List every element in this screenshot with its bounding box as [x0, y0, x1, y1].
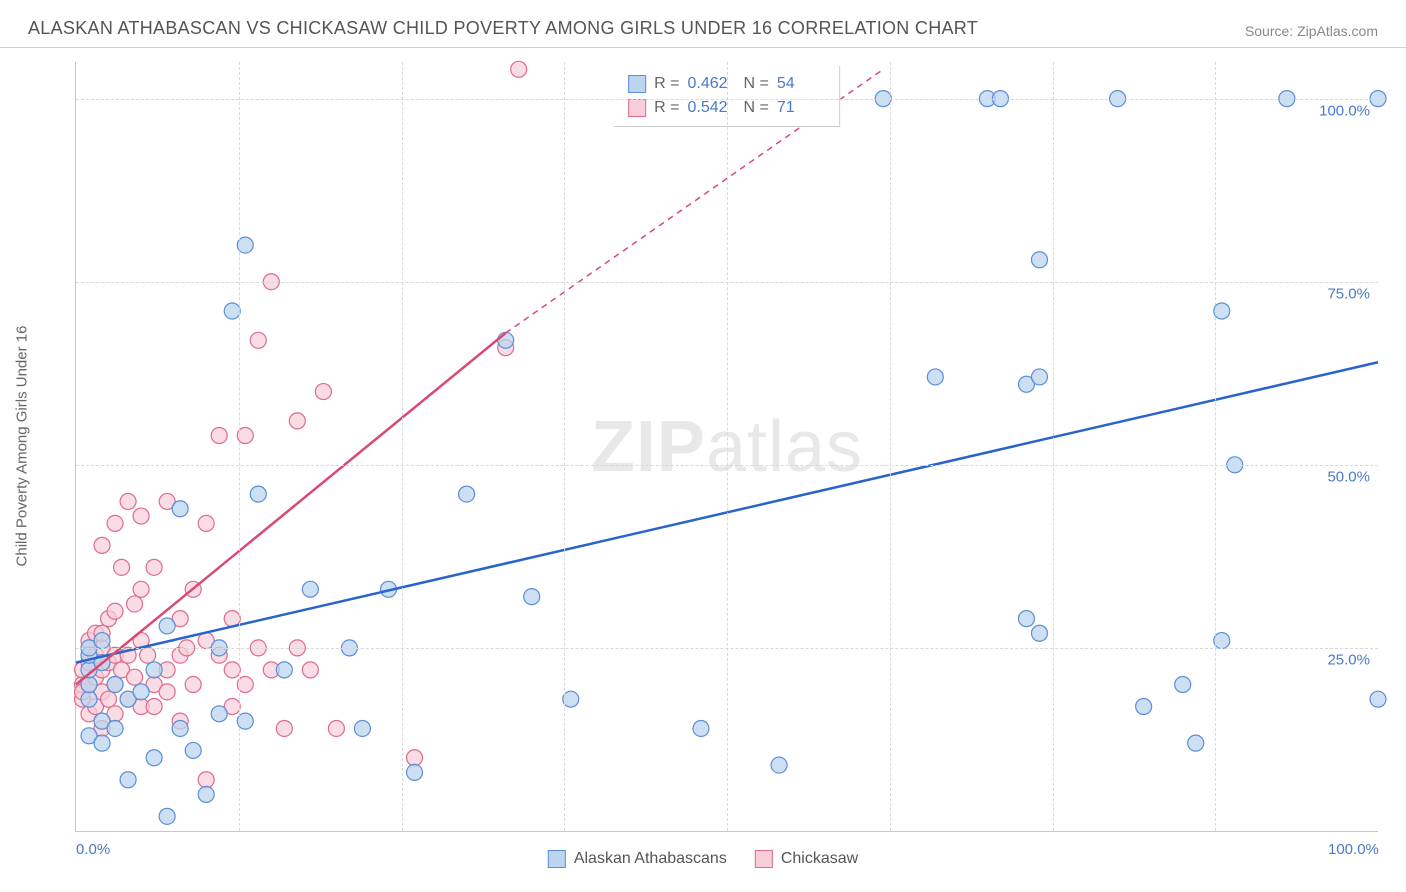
ytick-label: 50.0% — [1327, 468, 1370, 485]
data-point — [94, 537, 110, 553]
data-point — [146, 559, 162, 575]
r-label: R = — [654, 72, 679, 96]
data-point — [354, 720, 370, 736]
data-point — [250, 332, 266, 348]
chart-container: ALASKAN ATHABASCAN VS CHICKASAW CHILD PO… — [0, 0, 1406, 892]
data-point — [185, 677, 201, 693]
legend-label-chickasaw: Chickasaw — [781, 850, 858, 868]
data-point — [1370, 691, 1386, 707]
data-point — [407, 764, 423, 780]
data-point — [146, 662, 162, 678]
data-point — [127, 669, 143, 685]
data-point — [524, 589, 540, 605]
ytick-label: 25.0% — [1327, 651, 1370, 668]
data-point — [459, 486, 475, 502]
data-point — [94, 633, 110, 649]
data-point — [771, 757, 787, 773]
data-point — [159, 618, 175, 634]
data-point — [315, 384, 331, 400]
data-point — [140, 647, 156, 663]
swatch-athabascan — [628, 75, 646, 93]
data-point — [407, 750, 423, 766]
n-label: N = — [744, 72, 769, 96]
data-point — [1018, 611, 1034, 627]
data-point — [1136, 698, 1152, 714]
data-point — [211, 706, 227, 722]
data-point — [133, 508, 149, 524]
data-point — [1175, 677, 1191, 693]
y-axis-label: Child Poverty Among Girls Under 16 — [14, 326, 31, 567]
data-point — [120, 493, 136, 509]
data-point — [120, 772, 136, 788]
data-point — [159, 808, 175, 824]
xtick-label: 100.0% — [1328, 841, 1379, 858]
data-point — [127, 596, 143, 612]
swatch-chickasaw — [628, 99, 646, 117]
data-point — [101, 691, 117, 707]
data-point — [198, 786, 214, 802]
xtick-label: 0.0% — [76, 841, 110, 858]
data-point — [211, 428, 227, 444]
plot-area: ZIPatlas R = 0.462 N = 54 R = 0.542 N = … — [75, 62, 1378, 832]
data-point — [172, 501, 188, 517]
ytick-label: 75.0% — [1327, 285, 1370, 302]
data-point — [302, 581, 318, 597]
data-point — [146, 750, 162, 766]
data-point — [107, 603, 123, 619]
data-point — [107, 677, 123, 693]
data-point — [1031, 252, 1047, 268]
gridline-v — [564, 62, 565, 831]
data-point — [198, 515, 214, 531]
data-point — [289, 413, 305, 429]
source-attribution: Source: ZipAtlas.com — [1245, 23, 1378, 39]
gridline-v — [239, 62, 240, 831]
gridline-v — [890, 62, 891, 831]
n-value-athabascan: 54 — [777, 72, 825, 96]
data-point — [1031, 369, 1047, 385]
legend-label-athabascan: Alaskan Athabascans — [574, 850, 727, 868]
data-point — [693, 720, 709, 736]
chart-title: ALASKAN ATHABASCAN VS CHICKASAW CHILD PO… — [28, 18, 978, 39]
data-point — [114, 559, 130, 575]
data-point — [185, 742, 201, 758]
data-point — [133, 581, 149, 597]
data-point — [81, 691, 97, 707]
data-point — [159, 684, 175, 700]
gridline-v — [727, 62, 728, 831]
data-point — [1031, 625, 1047, 641]
data-point — [927, 369, 943, 385]
data-point — [172, 720, 188, 736]
bottom-legend: Alaskan Athabascans Chickasaw — [548, 850, 858, 868]
legend-item-athabascan: Alaskan Athabascans — [548, 850, 727, 868]
data-point — [328, 720, 344, 736]
data-point — [250, 486, 266, 502]
data-point — [198, 772, 214, 788]
gridline-v — [402, 62, 403, 831]
data-point — [276, 662, 292, 678]
data-point — [107, 720, 123, 736]
gridline-v — [1053, 62, 1054, 831]
data-point — [302, 662, 318, 678]
data-point — [276, 720, 292, 736]
data-point — [511, 61, 527, 77]
data-point — [1188, 735, 1204, 751]
data-point — [133, 684, 149, 700]
r-value-athabascan: 0.462 — [688, 72, 736, 96]
data-point — [146, 698, 162, 714]
gridline-v — [1215, 62, 1216, 831]
title-bar: ALASKAN ATHABASCAN VS CHICKASAW CHILD PO… — [0, 0, 1406, 48]
legend-swatch-athabascan — [548, 850, 566, 868]
legend-item-chickasaw: Chickasaw — [755, 850, 858, 868]
legend-swatch-chickasaw — [755, 850, 773, 868]
data-point — [498, 332, 514, 348]
data-point — [107, 515, 123, 531]
ytick-label: 100.0% — [1319, 102, 1370, 119]
data-point — [94, 735, 110, 751]
